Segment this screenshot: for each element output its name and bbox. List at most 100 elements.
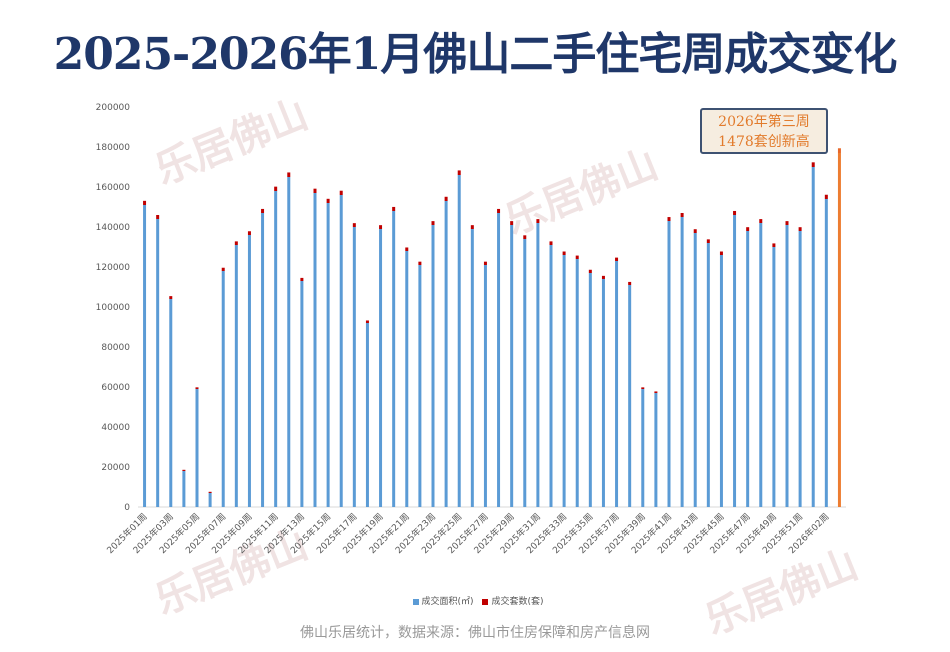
bar-area — [247, 235, 251, 507]
bar-area — [549, 245, 553, 507]
bar-units — [261, 208, 265, 213]
bar-units — [837, 148, 841, 153]
bar-area — [746, 231, 750, 507]
page-title: 2025-2026年1月佛山二手住宅周成交变化 — [53, 29, 898, 80]
bar-units — [510, 221, 514, 225]
bar-area — [785, 225, 789, 507]
y-tick-label: 200000 — [96, 103, 131, 113]
bar-area — [365, 323, 369, 507]
bar-area — [405, 251, 409, 507]
bar-area — [641, 389, 645, 507]
bar-units — [247, 231, 251, 235]
bar-units — [405, 247, 409, 251]
bar-area — [444, 201, 448, 507]
bar-units — [143, 200, 147, 205]
bar-area — [575, 259, 579, 507]
bar-units — [339, 190, 343, 195]
legend-area-label: 成交面积(㎡) — [421, 597, 474, 607]
bar-area — [667, 221, 671, 507]
bar-units — [365, 320, 369, 323]
bar-area — [339, 195, 343, 507]
bar-units — [641, 387, 645, 389]
bar-area — [156, 219, 160, 507]
bar-units — [392, 206, 396, 211]
bar-area — [169, 299, 173, 507]
bar-area — [772, 247, 776, 507]
bar-area — [300, 281, 304, 507]
bar-units — [615, 257, 619, 261]
bar-units — [733, 210, 737, 215]
y-tick-label: 20000 — [101, 463, 130, 473]
bar-units — [234, 241, 238, 245]
bar-units — [287, 172, 291, 177]
bar-area — [523, 239, 527, 507]
bar-area — [195, 389, 199, 507]
bar-area — [483, 265, 487, 507]
callout-line-2: 1478套创新高 — [718, 134, 810, 150]
legend-area-swatch — [412, 598, 419, 605]
bar-area — [313, 193, 317, 507]
bar-units — [680, 213, 684, 217]
bar-area — [601, 279, 605, 507]
bar-units — [274, 186, 278, 191]
bar-area — [811, 167, 815, 507]
bar-area — [693, 233, 697, 507]
legend-units-swatch — [482, 598, 489, 605]
bar-units — [536, 219, 540, 223]
bar-units — [523, 235, 527, 239]
y-tick-label: 60000 — [101, 383, 130, 393]
bar-units — [824, 194, 828, 199]
bar-units — [811, 162, 815, 167]
bar-units — [418, 261, 422, 265]
bar-area — [562, 255, 566, 507]
bar-area — [431, 225, 435, 507]
bar-area — [680, 217, 684, 507]
bar-area — [824, 199, 828, 507]
bar-area — [352, 227, 356, 507]
bar-units — [601, 275, 605, 279]
bar-units — [575, 255, 579, 259]
legend-units-label: 成交套数(套) — [491, 597, 544, 607]
bar-units — [798, 227, 802, 231]
bar-units — [759, 219, 763, 223]
bar-area — [143, 205, 147, 507]
bar-area — [274, 191, 278, 507]
y-tick-label: 160000 — [96, 183, 131, 193]
bar-units — [431, 221, 435, 225]
y-tick-label: 40000 — [101, 423, 130, 433]
bar-area — [628, 285, 632, 507]
bar-area — [379, 229, 383, 507]
bar-units — [300, 277, 304, 281]
bar-units — [549, 241, 553, 245]
bar-units — [379, 225, 383, 229]
legend: 成交面积(㎡) 成交套数(套) — [0, 594, 950, 607]
bar-units — [667, 217, 671, 221]
bar-units — [470, 225, 474, 229]
bar-units — [221, 267, 225, 271]
bar-area — [497, 213, 501, 507]
chart: 0 20000 40000 60000 80000 100000 120000 140000 1… — [96, 103, 846, 556]
bar-units — [706, 239, 710, 243]
bar-units — [208, 491, 212, 493]
bar-area — [261, 213, 265, 507]
bar-units — [457, 170, 461, 175]
callout-line-1: 2026年第三周 — [718, 114, 810, 130]
bar-area — [536, 223, 540, 507]
bar-units — [195, 387, 199, 389]
bar-area — [470, 229, 474, 507]
y-tick-label: 180000 — [96, 143, 131, 153]
bar-area — [182, 471, 186, 507]
bar-units — [169, 296, 173, 299]
bar-units — [497, 208, 501, 213]
bar-area — [326, 203, 330, 507]
bar-units — [693, 229, 697, 233]
bar-units — [444, 196, 448, 201]
bar-units — [562, 251, 566, 255]
bar-area — [457, 175, 461, 507]
bar-units — [772, 243, 776, 247]
bar-area — [418, 265, 422, 507]
bar-units — [654, 391, 658, 393]
bar-area — [588, 273, 592, 507]
source-footer: 佛山乐居统计，数据来源：佛山市住房保障和房产信息网 — [300, 625, 650, 641]
bar-units — [156, 215, 160, 219]
